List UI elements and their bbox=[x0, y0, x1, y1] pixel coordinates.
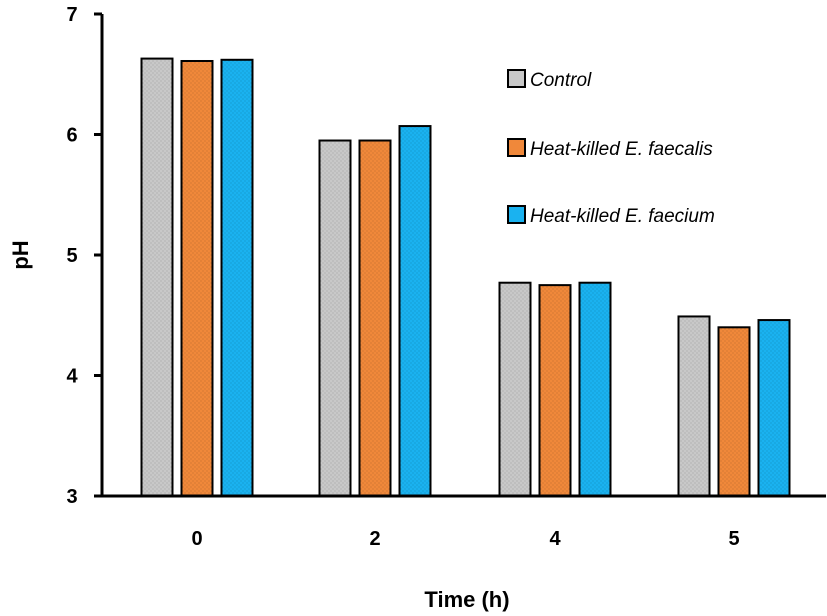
bar-texture bbox=[499, 282, 531, 496]
x-axis-title: Time (h) bbox=[424, 587, 509, 612]
legend-swatch-2 bbox=[507, 138, 526, 157]
bar-texture bbox=[181, 60, 213, 497]
x-tick-label: 5 bbox=[728, 528, 739, 550]
bars-group bbox=[140, 57, 791, 498]
bar-texture bbox=[678, 316, 710, 496]
legend-label-1: Control bbox=[530, 70, 592, 91]
bar-texture bbox=[399, 126, 431, 496]
legend-swatch-1 bbox=[507, 69, 526, 88]
x-tick-label: 0 bbox=[191, 528, 202, 550]
bar-texture bbox=[359, 140, 391, 496]
bar-texture bbox=[319, 140, 351, 496]
y-tick-label: 5 bbox=[66, 245, 77, 267]
y-tick-label: 7 bbox=[66, 4, 77, 26]
y-axis-title: pH bbox=[8, 240, 33, 269]
x-tick-label: 2 bbox=[369, 528, 380, 550]
legend: Control Heat-killed E. faecalis Heat-kille… bbox=[507, 69, 715, 227]
bar-texture bbox=[141, 58, 173, 497]
y-tick-label: 4 bbox=[66, 366, 78, 388]
bar-texture bbox=[221, 59, 253, 496]
legend-label-3: Heat-killed E. faecium bbox=[530, 206, 715, 227]
axes-group: 3 4 5 6 7 0 2 4 5 bbox=[66, 4, 826, 550]
legend-label-2: Heat-killed E. faecalis bbox=[530, 139, 713, 160]
bar-texture bbox=[718, 327, 750, 496]
x-tick-label: 4 bbox=[549, 528, 561, 550]
bar-texture bbox=[579, 282, 611, 496]
y-tick-label: 6 bbox=[66, 125, 77, 147]
legend-swatch-3 bbox=[507, 205, 526, 224]
y-tick-label: 3 bbox=[66, 486, 77, 508]
bar-texture bbox=[758, 320, 790, 496]
bar-texture bbox=[539, 285, 571, 496]
